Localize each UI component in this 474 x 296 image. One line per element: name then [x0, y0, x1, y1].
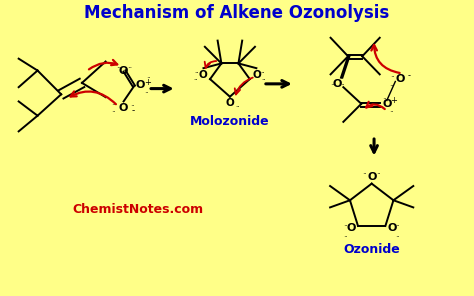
Text: ..: .. [262, 75, 266, 81]
Text: ..: .. [128, 61, 133, 70]
Text: O: O [136, 80, 145, 90]
Text: ..: .. [111, 98, 116, 107]
Text: O: O [253, 70, 262, 80]
Text: ..: .. [111, 104, 116, 114]
Text: ..: .. [389, 79, 394, 88]
Text: O: O [119, 65, 128, 75]
Text: Mechanism of Alkene Ozonolysis: Mechanism of Alkene Ozonolysis [84, 4, 390, 22]
Text: ..: .. [395, 230, 400, 239]
Text: ..: .. [362, 167, 367, 176]
Text: ..: .. [383, 92, 387, 101]
Text: ..: .. [195, 67, 199, 73]
Text: O: O [395, 74, 405, 84]
Text: Molozonide: Molozonide [190, 115, 270, 128]
Text: O: O [198, 70, 207, 80]
Text: ..: .. [194, 75, 198, 81]
Text: ..: .. [376, 167, 381, 176]
Text: ..: .. [235, 102, 240, 108]
Text: O: O [332, 79, 342, 89]
Text: ..: .. [261, 67, 265, 73]
Text: ..: .. [343, 219, 348, 228]
Text: ..: .. [145, 86, 149, 96]
Text: ..: .. [390, 70, 395, 79]
Text: O: O [226, 98, 234, 108]
Text: ..: .. [389, 105, 394, 115]
Text: ..: .. [395, 219, 400, 228]
Text: +: + [390, 96, 397, 105]
Text: ..: .. [130, 99, 135, 108]
Text: O: O [382, 99, 392, 109]
Text: ChemistNotes.com: ChemistNotes.com [72, 203, 203, 216]
Text: ..: .. [146, 71, 151, 80]
Text: ..: .. [116, 61, 121, 70]
Text: ..: .. [340, 78, 345, 87]
Text: O: O [346, 223, 356, 233]
Text: +: + [144, 78, 151, 87]
Text: Ozonide: Ozonide [343, 243, 400, 256]
Text: ..: .. [343, 230, 348, 239]
Text: -: - [408, 71, 411, 80]
Text: -: - [131, 107, 135, 115]
Text: ..: .. [330, 78, 335, 87]
Text: O: O [367, 173, 376, 182]
Text: O: O [387, 223, 397, 233]
Text: O: O [119, 103, 128, 113]
